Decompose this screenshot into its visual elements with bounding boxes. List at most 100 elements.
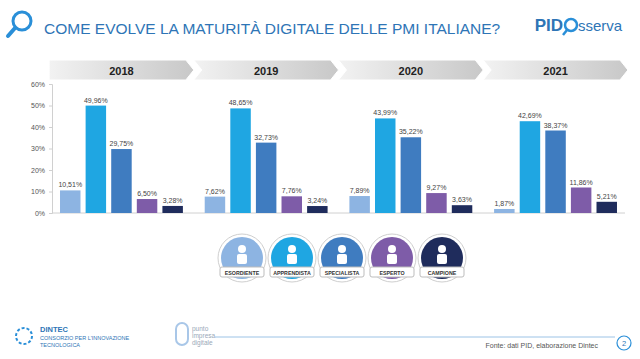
data-label: 35,22% <box>399 128 423 135</box>
data-label: 6,50% <box>137 190 157 197</box>
bar <box>256 143 276 213</box>
y-tick-line <box>49 84 52 85</box>
source-note: Fonte: dati PID, elaborazione Dintec <box>486 342 599 349</box>
y-tick-label: 40% <box>31 124 45 131</box>
data-label: 7,62% <box>205 188 225 195</box>
legend-label: SPECIALISTA <box>325 270 360 276</box>
pid-text: digitale <box>192 339 213 347</box>
legend-glyph <box>437 254 447 264</box>
bar <box>597 202 617 213</box>
legend-swatch <box>271 237 313 279</box>
legend-glyph <box>338 245 346 253</box>
data-label: 7,76% <box>282 187 302 194</box>
bar <box>401 137 421 213</box>
pid-icon <box>176 323 188 345</box>
x-tick: 2019 <box>254 65 278 77</box>
data-label: 3,28% <box>163 197 183 204</box>
legend-glyph <box>237 254 247 264</box>
legend-item: ESORDIENTE <box>218 234 266 282</box>
legend-glyph <box>387 254 397 264</box>
legend-ribbon <box>370 267 414 277</box>
x-tick-label: 2019 <box>254 65 278 77</box>
x-tick-label: 2021 <box>543 65 567 77</box>
legend-label: ESORDIENTE <box>225 270 260 276</box>
bar <box>205 197 225 213</box>
legend-glyph <box>388 245 396 253</box>
x-tick: 2020 <box>399 65 423 77</box>
legend-swatch <box>371 237 413 279</box>
data-label: 38,37% <box>544 122 568 129</box>
y-tick-line <box>49 192 52 193</box>
x-tick: 2021 <box>543 65 567 77</box>
year-headers <box>49 60 628 80</box>
year-header <box>339 60 484 80</box>
legend-swatch <box>421 237 463 279</box>
y-tick-line <box>49 213 52 214</box>
x-tick-label: 2020 <box>399 65 423 77</box>
legend-item: ESPERTO <box>368 234 416 282</box>
y-tick: 10% <box>31 188 52 195</box>
bar <box>86 106 106 213</box>
bar <box>520 121 540 213</box>
bar <box>282 196 302 213</box>
legend-item: SPECIALISTA <box>318 234 366 282</box>
x-axis: 2018 2019 2020 2021 <box>109 65 568 77</box>
data-label: 5,21% <box>597 193 617 200</box>
y-tick: 0% <box>35 210 52 217</box>
y-axis-line <box>49 85 53 214</box>
data-label: 32,73% <box>254 134 278 141</box>
dintec-name: DINTEC <box>40 325 69 334</box>
data-label: 7,89% <box>350 187 370 194</box>
y-tick: 40% <box>31 124 52 131</box>
legend: ESORDIENTE APPRENDISTA SPECIALISTA ESPERTO C… <box>218 234 466 282</box>
chart-title: COME EVOLVE LA MATURITÀ DIGITALE DELLE P… <box>44 20 501 37</box>
legend-glyph <box>288 245 296 253</box>
data-label: 29,75% <box>110 140 134 147</box>
y-tick-label: 60% <box>31 81 45 88</box>
y-tick: 30% <box>31 145 52 152</box>
legend-ring <box>268 234 316 282</box>
bar <box>349 196 369 213</box>
page-number: 2 <box>622 339 626 348</box>
bar <box>111 149 131 213</box>
page-badge <box>617 336 631 350</box>
legend-glyph <box>438 245 446 253</box>
y-tick: 50% <box>31 102 52 109</box>
y-tick-line <box>49 170 52 171</box>
year-header <box>483 60 628 80</box>
logo-icon <box>563 30 567 35</box>
legend-item: CAMPIONE <box>418 234 466 282</box>
y-tick-label: 50% <box>31 102 45 109</box>
legend-ring <box>418 234 466 282</box>
bar <box>452 205 472 213</box>
legend-ribbon <box>220 267 264 277</box>
legend-item: APPRENDISTA <box>268 234 316 282</box>
legend-ribbon <box>420 267 464 277</box>
y-axis: 0%10%20%30%40%50%60% <box>31 81 53 217</box>
data-label: 3,24% <box>307 197 327 204</box>
legend-glyph <box>287 254 297 264</box>
x-tick-label: 2018 <box>109 65 133 77</box>
bar <box>426 193 446 213</box>
bar <box>307 206 327 213</box>
y-tick-line <box>49 106 52 107</box>
y-tick-label: 0% <box>35 210 45 217</box>
annotations: PIDsservaDINTECCONSORZIO PER L'INNOVAZIO… <box>16 16 631 350</box>
dintec-sub: TECNOLOGICA <box>40 342 80 348</box>
data-label: 48,65% <box>229 99 253 106</box>
y-tick: 60% <box>31 81 52 88</box>
x-tick: 2018 <box>109 65 133 77</box>
chart-root: COME EVOLVE LA MATURITÀ DIGITALE DELLE P… <box>0 0 640 359</box>
data-label: 42,69% <box>518 112 542 119</box>
bar <box>162 206 182 213</box>
data-label: 10,51% <box>58 181 82 188</box>
legend-swatch <box>221 237 263 279</box>
legend-ring <box>318 234 366 282</box>
legend-ribbon <box>270 267 314 277</box>
bar <box>571 188 591 213</box>
legend-glyph <box>238 245 246 253</box>
bar <box>230 108 250 213</box>
legend-label: ESPERTO <box>379 270 404 276</box>
icon-part <box>8 28 15 36</box>
bar <box>137 199 157 213</box>
